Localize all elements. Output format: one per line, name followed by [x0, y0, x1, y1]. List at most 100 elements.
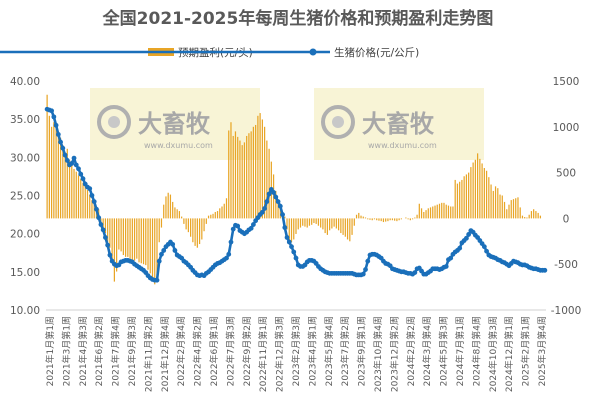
profit-bar: [311, 218, 313, 225]
watermarks: 大畜牧 www.dxumu.com 大畜牧 www.dxumu.com: [90, 88, 484, 160]
profit-bar: [187, 218, 189, 233]
profit-bar: [176, 209, 178, 219]
price-point: [259, 209, 265, 215]
profit-bar: [387, 218, 389, 222]
profit-bar: [423, 211, 425, 219]
profit-bar: [376, 218, 378, 221]
profit-bar: [104, 218, 107, 234]
left-axis-tick-label: 20.00: [10, 229, 40, 241]
profit-bar: [497, 188, 499, 219]
profit-bar: [185, 218, 187, 230]
profit-bar: [418, 203, 420, 219]
profit-bar: [459, 181, 461, 219]
profit-bar: [149, 218, 151, 274]
profit-bar: [429, 207, 432, 219]
profit-bar: [510, 200, 512, 219]
profit-bar: [252, 126, 255, 219]
right-axis-tick-label: 1500: [553, 76, 580, 88]
profit-bar: [277, 200, 279, 219]
profit-bar: [385, 218, 387, 222]
profit-bar: [335, 218, 337, 229]
price-point: [62, 152, 68, 158]
profit-bar: [337, 218, 340, 231]
profit-bar: [470, 167, 472, 219]
profit-bar: [286, 218, 288, 230]
left-axis-tick-label: 40.00: [10, 76, 40, 88]
profit-bar: [196, 218, 198, 248]
price-point: [481, 244, 487, 250]
profit-bar: [89, 194, 91, 219]
profit-bar: [331, 218, 333, 229]
x-axis-tick-label: 2022年6月第1周: [208, 316, 220, 386]
profit-bar: [257, 115, 259, 219]
profit-bar: [82, 182, 84, 219]
profit-bar: [210, 214, 212, 219]
profit-bar: [46, 94, 48, 219]
x-axis: 2021年1月第1周 2021年3月第1周 2021年4月第3周 2021年6月第2周…: [44, 309, 548, 392]
profit-bar: [414, 217, 416, 219]
profit-bar: [111, 218, 113, 262]
right-axis: -1000 -500 0 500 1000 1500: [551, 76, 582, 317]
profit-bar: [438, 203, 441, 219]
legend-marker-price: [309, 48, 317, 56]
profit-bar: [109, 218, 111, 248]
price-point: [58, 139, 63, 145]
profit-bar: [360, 215, 362, 219]
profit-bar: [533, 209, 535, 219]
profit-bar: [136, 218, 138, 259]
profit-bar: [107, 218, 109, 243]
x-axis-tick-label: 2022年4月第2周: [192, 316, 204, 386]
x-axis-tick-label: 2023年7月第2周: [339, 316, 351, 386]
profit-bar: [118, 218, 120, 250]
price-point: [224, 255, 229, 261]
price-point: [282, 225, 288, 230]
price-point: [286, 239, 292, 245]
profit-bar: [382, 218, 385, 223]
profit-bar: [194, 218, 196, 246]
profit-bar: [302, 218, 304, 226]
profit-bar: [275, 190, 277, 219]
x-axis-tick-label: 2024年7月第1周: [454, 316, 466, 386]
profit-bar: [55, 128, 57, 219]
profit-bar: [367, 218, 369, 220]
profit-bar: [362, 216, 364, 219]
profit-bar: [66, 148, 68, 219]
profit-bar: [521, 215, 524, 219]
x-axis-tick-label: 2022年9月第2周: [241, 316, 253, 386]
price-point: [105, 242, 111, 248]
price-point: [464, 235, 469, 241]
profit-bar: [122, 218, 124, 256]
profit-bar: [315, 218, 317, 224]
x-axis-tick-label: 2021年4月第3周: [77, 316, 89, 386]
x-axis-tick-label: 2021年9月第3周: [126, 316, 138, 386]
profit-bar: [445, 204, 447, 219]
watermark-circle-icon: [97, 105, 131, 139]
profit-bar: [441, 202, 443, 219]
profit-bar: [389, 218, 391, 221]
profit-bar: [214, 211, 216, 219]
profit-bar: [259, 113, 261, 219]
price-point: [228, 239, 234, 245]
profit-bar: [517, 197, 519, 219]
profit-bar: [172, 201, 174, 219]
profit-bar: [77, 175, 80, 219]
profit-bar: [461, 179, 463, 219]
profit-bar: [205, 218, 207, 224]
x-axis-tick-label: 2023年9月第1周: [356, 316, 368, 386]
profit-bar: [84, 186, 86, 219]
profit-bar: [165, 196, 167, 219]
profit-bar: [116, 218, 118, 272]
profit-bar: [243, 142, 246, 219]
profit-bar: [295, 218, 297, 234]
profit-bar: [490, 184, 492, 219]
price-point: [230, 226, 236, 232]
profit-bar: [539, 215, 542, 219]
profit-bar: [192, 218, 194, 243]
profit-bar: [120, 218, 122, 252]
price-point: [443, 264, 449, 269]
profit-bar: [127, 218, 129, 257]
price-point: [91, 199, 97, 205]
watermark-text: 大畜牧: [138, 110, 211, 138]
profit-bar: [479, 158, 481, 219]
profit-bar: [290, 218, 293, 243]
